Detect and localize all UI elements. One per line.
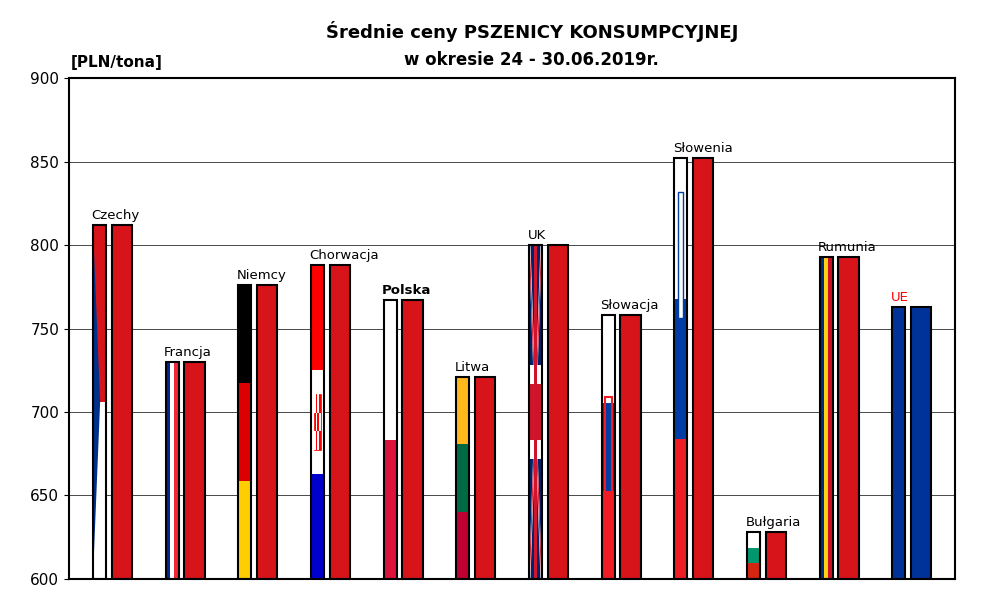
Bar (838, 257, 859, 579)
Bar (238, 481, 251, 579)
Bar (529, 365, 542, 459)
Bar (675, 159, 688, 579)
Bar (892, 307, 905, 579)
Bar (317, 432, 319, 450)
Bar (534, 245, 537, 579)
Text: UK: UK (527, 229, 546, 242)
Bar (548, 245, 568, 579)
Bar (605, 397, 612, 497)
Text: Polska: Polska (382, 284, 431, 297)
Bar (311, 265, 324, 370)
Bar (675, 298, 688, 439)
Bar (820, 257, 832, 579)
Bar (693, 159, 713, 579)
Bar (330, 265, 350, 579)
Text: w okresie 24 - 30.06.2019r.: w okresie 24 - 30.06.2019r. (405, 51, 659, 69)
Text: Francja: Francja (164, 346, 212, 359)
Bar (765, 532, 786, 579)
Bar (602, 403, 615, 491)
Text: Średnie ceny PSZENICY KONSUMPCYJNEJ: Średnie ceny PSZENICY KONSUMPCYJNEJ (326, 21, 738, 42)
Bar (257, 285, 278, 579)
Polygon shape (529, 245, 542, 579)
Text: Chorwacja: Chorwacja (309, 249, 379, 262)
Bar (475, 377, 495, 579)
Bar (602, 315, 615, 579)
Text: Słowenia: Słowenia (673, 142, 733, 155)
Bar (456, 377, 469, 579)
Bar (529, 245, 542, 579)
Bar (828, 257, 832, 579)
Bar (675, 439, 688, 579)
Bar (747, 532, 760, 579)
Bar (314, 394, 321, 450)
Bar (311, 265, 324, 579)
Bar (678, 192, 683, 318)
Bar (314, 394, 316, 412)
Bar (529, 384, 542, 440)
Text: [PLN/tona]: [PLN/tona] (70, 55, 163, 70)
Bar (892, 307, 905, 579)
Bar (112, 225, 132, 579)
Text: Bułgaria: Bułgaria (746, 516, 801, 529)
Bar (314, 432, 316, 450)
Bar (456, 444, 469, 511)
Bar (383, 440, 397, 579)
Bar (403, 300, 423, 579)
Bar (93, 225, 106, 579)
Bar (383, 300, 397, 440)
Bar (316, 412, 317, 432)
Text: Litwa: Litwa (455, 361, 491, 374)
Bar (311, 475, 324, 579)
Bar (602, 491, 615, 579)
Polygon shape (529, 245, 542, 579)
Text: Słowacja: Słowacja (600, 299, 659, 312)
Bar (317, 394, 319, 412)
Bar (165, 362, 178, 579)
Text: UE: UE (890, 291, 908, 303)
Bar (456, 511, 469, 579)
Bar (311, 370, 324, 475)
Bar (534, 245, 537, 579)
Bar (529, 245, 542, 579)
Bar (747, 532, 760, 548)
Text: Rumunia: Rumunia (819, 241, 877, 253)
Text: Niemcy: Niemcy (236, 269, 287, 282)
Polygon shape (93, 225, 100, 579)
Bar (383, 300, 397, 579)
Bar (184, 362, 205, 579)
Bar (238, 285, 251, 579)
Polygon shape (529, 245, 542, 579)
Bar (174, 362, 178, 579)
Bar (675, 159, 688, 298)
Polygon shape (529, 245, 542, 579)
Bar (165, 362, 170, 579)
Bar (93, 402, 106, 579)
Bar (238, 285, 251, 383)
Bar (820, 257, 823, 579)
Bar (170, 362, 174, 579)
Bar (747, 548, 760, 563)
Bar (602, 315, 615, 403)
Bar (823, 257, 828, 579)
Bar (911, 307, 932, 579)
Text: Czechy: Czechy (92, 209, 140, 222)
Bar (238, 383, 251, 481)
Bar (747, 563, 760, 579)
Bar (319, 412, 321, 432)
Bar (621, 315, 641, 579)
Bar (93, 225, 106, 402)
Bar (456, 377, 469, 444)
